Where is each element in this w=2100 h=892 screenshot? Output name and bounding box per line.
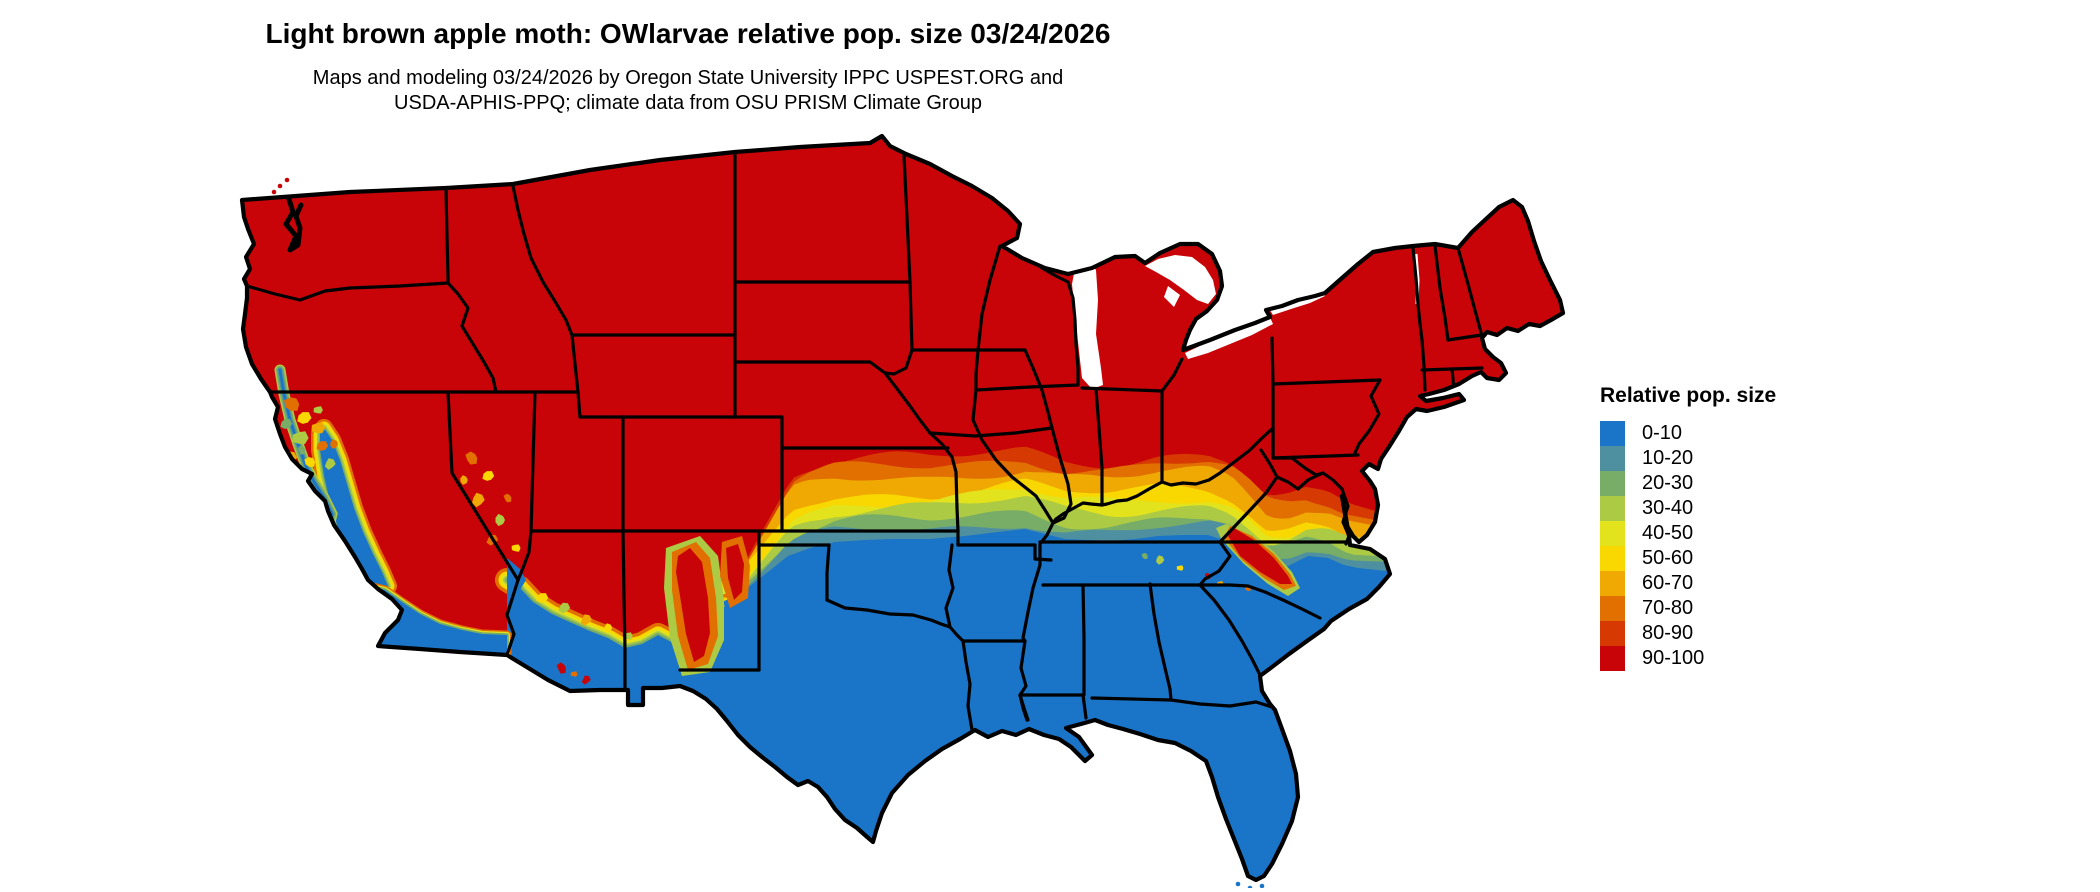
legend-label: 30-40 [1642,497,1694,519]
legend-items: 0-10 10-20 20-30 30-40 40-50 50-60 60-70 70-80 8… [1600,421,1776,671]
legend-swatch [1600,546,1625,571]
legend-item: 90-100 [1600,646,1776,671]
legend-swatch [1600,471,1625,496]
legend-label: 60-70 [1642,572,1694,594]
map-title: Light brown apple moth: OWlarvae relativ… [265,18,1111,49]
legend-label: 90-100 [1642,647,1705,669]
legend-label: 10-20 [1642,447,1694,469]
choropleth-fills [242,136,1563,880]
legend-item: 80-90 [1600,621,1776,646]
legend-label: 70-80 [1642,597,1694,619]
offshore-specks [271,177,1265,891]
legend-swatch [1600,646,1625,671]
legend-swatch [1600,446,1625,471]
legend-item: 50-60 [1600,546,1776,571]
legend-swatch [1600,496,1625,521]
us-choropleth-map [239,133,1566,891]
legend-item: 0-10 [1600,421,1776,446]
legend-label: 40-50 [1642,522,1694,544]
map-subtitle-line2: USDA-APHIS-PPQ; climate data from OSU PR… [394,92,982,114]
us-map [230,128,1570,891]
legend-swatch [1600,621,1625,646]
legend-title: Relative pop. size [1600,384,1777,407]
legend-item: 10-20 [1600,446,1776,471]
us-outline [239,133,1566,883]
legend-item: 60-70 [1600,571,1776,596]
legend-item: 20-30 [1600,471,1776,496]
legend-label: 50-60 [1642,547,1694,569]
legend-label: 80-90 [1642,622,1694,644]
legend-swatch [1600,596,1625,621]
legend-swatch [1600,521,1625,546]
legend-swatch [1600,421,1625,446]
legend-label: 20-30 [1642,472,1694,494]
legend: Relative pop. size 0-10 10-20 20-30 30-40 40… [1600,384,1776,671]
legend-item: 30-40 [1600,496,1776,521]
legend-swatch [1600,571,1625,596]
state-borders [245,151,1490,732]
map-subtitle-line1: Maps and modeling 03/24/2026 by Oregon S… [312,67,1064,89]
legend-item: 70-80 [1600,596,1776,621]
legend-item: 40-50 [1600,521,1776,546]
header: Light brown apple moth: OWlarvae relativ… [0,18,1376,116]
legend-label: 0-10 [1642,422,1683,444]
